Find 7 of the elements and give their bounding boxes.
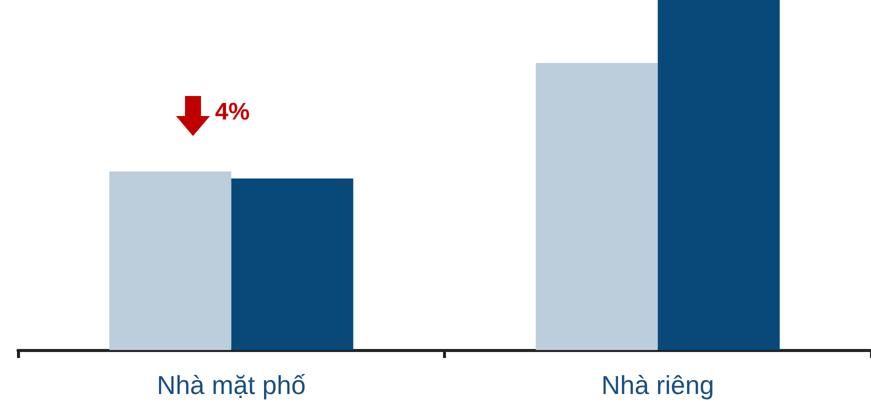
bar: [109, 172, 232, 350]
bar: [231, 178, 354, 350]
bar: [658, 0, 780, 350]
x-tick-label: Nhà mặt phố: [156, 370, 306, 400]
annotation: 4%: [215, 98, 250, 126]
bar: [536, 63, 658, 350]
x-tick-label: Nhà riêng: [601, 370, 714, 400]
